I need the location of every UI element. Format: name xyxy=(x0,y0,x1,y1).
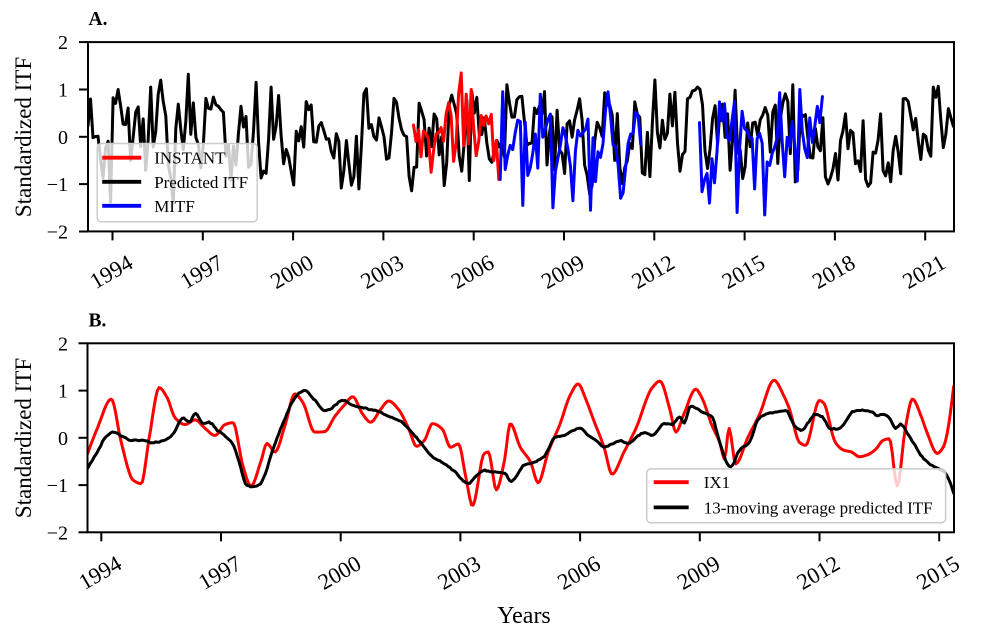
svg-text:Predicted ITF: Predicted ITF xyxy=(154,173,248,192)
svg-text:B.: B. xyxy=(89,311,107,332)
svg-text:0: 0 xyxy=(58,127,68,149)
svg-text:−1: −1 xyxy=(47,174,68,196)
svg-text:0: 0 xyxy=(58,428,68,450)
svg-text:2: 2 xyxy=(58,32,68,54)
svg-text:1: 1 xyxy=(58,80,68,102)
svg-text:13-moving average predicted IT: 13-moving average predicted ITF xyxy=(704,498,933,517)
svg-text:MITF: MITF xyxy=(154,197,195,216)
svg-text:INSTANT: INSTANT xyxy=(154,149,226,168)
svg-text:2: 2 xyxy=(58,333,68,355)
svg-text:1: 1 xyxy=(58,381,68,403)
svg-text:Standardized ITF: Standardized ITF xyxy=(11,57,36,217)
svg-text:IX1: IX1 xyxy=(704,473,730,492)
svg-text:Years: Years xyxy=(497,603,551,629)
svg-text:Standardized ITF: Standardized ITF xyxy=(11,358,36,518)
svg-text:−2: −2 xyxy=(47,222,68,244)
svg-text:A.: A. xyxy=(89,9,108,30)
svg-text:−1: −1 xyxy=(47,475,68,497)
svg-text:−2: −2 xyxy=(47,522,68,544)
